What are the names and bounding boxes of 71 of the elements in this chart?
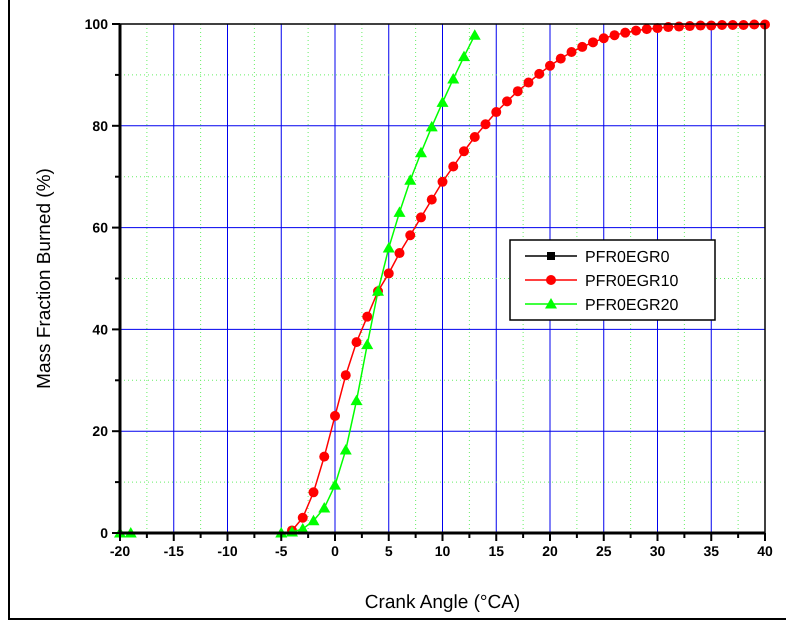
- point: [631, 26, 641, 36]
- y-axis-title: Mass Fraction Burned (%): [34, 168, 55, 389]
- point: [438, 176, 448, 187]
- x-tick-label: -20: [110, 543, 130, 559]
- point: [577, 42, 588, 52]
- point: [382, 242, 395, 252]
- point: [566, 46, 576, 57]
- x-tick-label: 20: [542, 543, 558, 559]
- point: [308, 514, 320, 526]
- point: [426, 194, 437, 205]
- point: [598, 33, 609, 44]
- y-tick-label: 0: [100, 525, 108, 541]
- x-tick-label: -15: [164, 543, 184, 559]
- x-tick-label: -5: [275, 543, 288, 559]
- point: [361, 338, 374, 350]
- point: [588, 37, 598, 48]
- point: [298, 512, 308, 523]
- point: [362, 312, 372, 322]
- x-tick-label: 40: [757, 543, 773, 559]
- point: [448, 162, 458, 172]
- point: [447, 72, 460, 84]
- point: [340, 444, 352, 455]
- point: [404, 174, 416, 185]
- legend-label: PFR0EGR0: [585, 249, 670, 266]
- point: [350, 394, 362, 406]
- point: [610, 30, 620, 40]
- point: [534, 68, 544, 79]
- point: [491, 107, 502, 118]
- y-tick-label: 100: [84, 16, 108, 32]
- point: [319, 452, 330, 462]
- legend-label: PFR0EGR10: [585, 273, 678, 290]
- legend-label: PFR0EGR20: [585, 297, 678, 314]
- point: [318, 502, 330, 513]
- y-tick-label: 20: [92, 423, 108, 440]
- point: [502, 96, 512, 106]
- point: [642, 24, 652, 34]
- x-tick-label: 0: [331, 543, 340, 559]
- point: [415, 146, 427, 158]
- x-tick-label: 15: [488, 543, 504, 559]
- x-tick-label: 25: [596, 543, 612, 559]
- y-tick-label: 60: [92, 220, 108, 236]
- point: [556, 54, 566, 64]
- point: [545, 60, 555, 71]
- point: [308, 487, 318, 498]
- point: [470, 132, 480, 142]
- point: [405, 230, 416, 240]
- x-tick-label: 5: [384, 543, 393, 559]
- point: [394, 248, 404, 258]
- point: [426, 120, 438, 132]
- point: [340, 370, 351, 380]
- point: [329, 479, 341, 490]
- x-axis-title: Crank Angle (°CA): [364, 592, 520, 613]
- point: [512, 86, 523, 96]
- point: [524, 78, 534, 88]
- x-tick-label: 35: [703, 543, 720, 559]
- point: [468, 29, 481, 40]
- point: [352, 337, 362, 348]
- point: [394, 206, 406, 217]
- point: [436, 96, 448, 107]
- point: [620, 28, 630, 38]
- point: [416, 212, 426, 222]
- y-tick-label: 40: [92, 321, 108, 338]
- point: [480, 119, 490, 130]
- x-tick-label: -10: [217, 543, 238, 559]
- x-tick-label: 30: [650, 543, 666, 559]
- point: [330, 410, 340, 421]
- point: [458, 50, 470, 62]
- x-tick-label: 10: [434, 543, 450, 559]
- point: [459, 146, 469, 156]
- y-tick-label: 80: [92, 118, 108, 134]
- point: [384, 268, 394, 278]
